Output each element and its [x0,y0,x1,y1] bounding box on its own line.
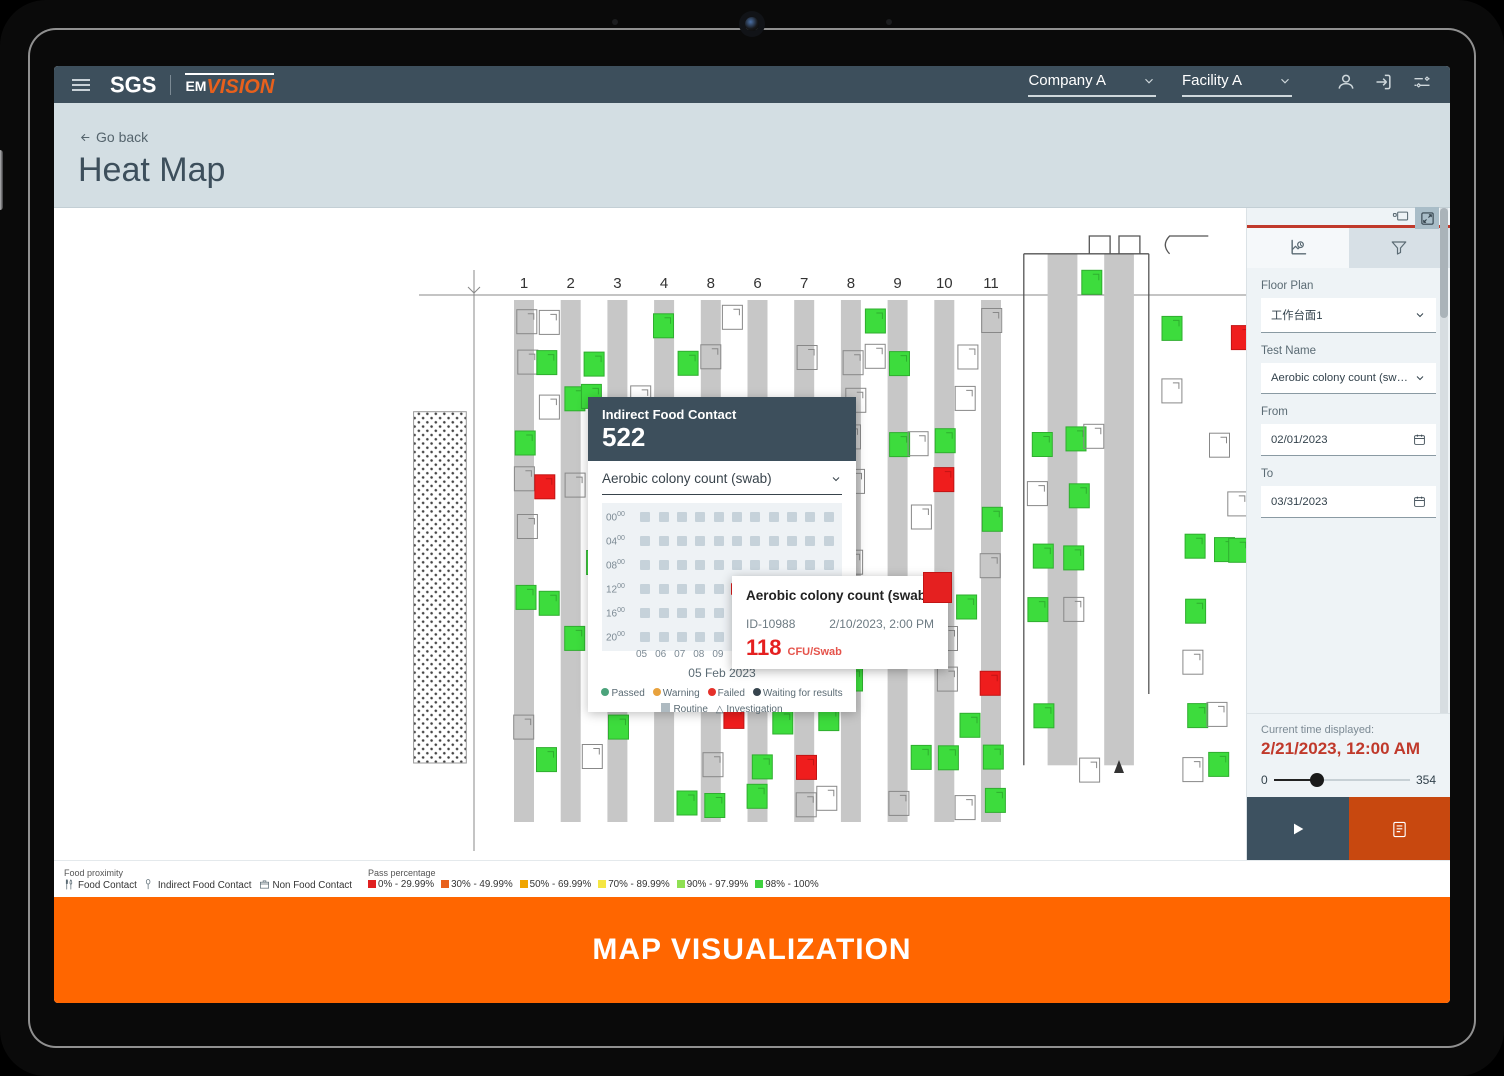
svg-text:2: 2 [567,275,575,292]
svg-text:10: 10 [936,275,953,292]
svg-text:7: 7 [800,275,808,292]
svg-text:9: 9 [893,275,901,292]
svg-text:3: 3 [613,275,621,292]
svg-text:8: 8 [847,275,855,292]
svg-text:6: 6 [753,275,761,292]
svg-text:8: 8 [707,275,715,292]
svg-text:4: 4 [660,275,668,292]
svg-text:1: 1 [520,275,528,292]
svg-text:11: 11 [983,275,999,292]
